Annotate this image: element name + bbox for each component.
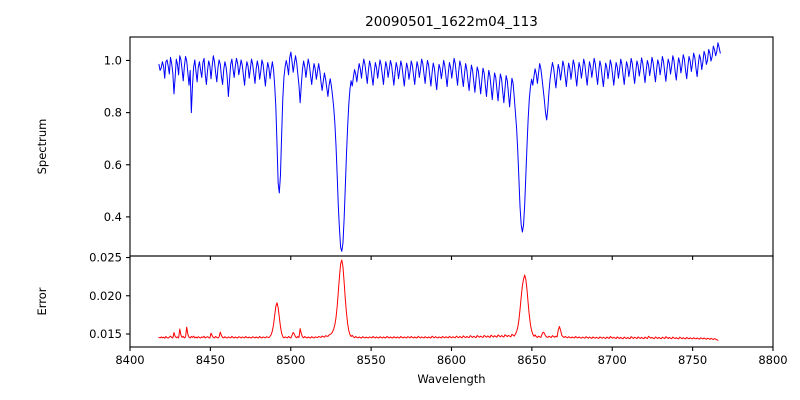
figure-title: 20090501_1622m04_113 [365,14,538,30]
axis-ticks [126,59,774,351]
error-panel-frame [129,255,774,348]
error-axis-label: Error [35,287,49,315]
error-panel-xtick-label: 8600 [437,353,466,367]
spectrum-axis-label: Spectrum [35,119,49,175]
spectrum-panel-ytick-label: 0.6 [104,158,122,172]
error-panel-ytick-label: 0.020 [89,289,122,303]
error-panel-xtick-label: 8800 [758,353,787,367]
error-panel-xtick-label: 8750 [678,353,707,367]
spectrum-panel-ytick-label: 0.8 [104,106,122,120]
error-panel-ytick-label: 0.015 [89,327,122,341]
error-panel-xtick-label: 8650 [517,353,546,367]
spectrum-panel-line [158,42,721,252]
error-panel-xtick-label: 8500 [276,353,305,367]
error-panel-xtick-label: 8450 [196,353,225,367]
error-panel-xtick-label: 8700 [598,353,627,367]
error-panel-xtick-label: 8550 [356,353,385,367]
wavelength-axis-label: Wavelength [417,372,485,386]
axis-tick-labels: 0.4 0.6 0.8 1.0 0.015 0.020 0.025 8400 8450 8500 8… [89,53,788,367]
error-panel-ytick-label: 0.025 [89,251,122,265]
error-panel-xtick-label: 8400 [115,353,144,367]
spectrum-panel-ytick-label: 1.0 [104,53,122,67]
axes-spines [129,36,774,348]
data-series-group [158,42,721,341]
error-panel-line [158,259,719,341]
spectrum-panel-ytick-label: 0.4 [104,210,122,224]
